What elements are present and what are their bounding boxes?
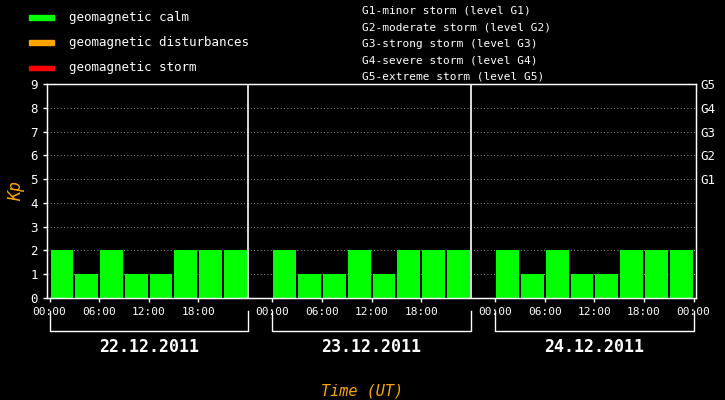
Bar xyxy=(571,274,594,298)
Text: G3-strong storm (level G3): G3-strong storm (level G3) xyxy=(362,39,538,49)
Text: G5-extreme storm (level G5): G5-extreme storm (level G5) xyxy=(362,71,544,81)
FancyBboxPatch shape xyxy=(29,66,54,70)
Bar xyxy=(422,250,445,298)
Text: geomagnetic storm: geomagnetic storm xyxy=(69,61,196,74)
Bar xyxy=(521,274,544,298)
Bar xyxy=(100,250,123,298)
FancyBboxPatch shape xyxy=(29,15,54,20)
Bar xyxy=(546,250,568,298)
Bar xyxy=(397,250,420,298)
Bar xyxy=(75,274,98,298)
Bar xyxy=(149,274,173,298)
Bar xyxy=(51,250,73,298)
Bar xyxy=(199,250,222,298)
Bar xyxy=(497,250,519,298)
Bar xyxy=(595,274,618,298)
Bar xyxy=(175,250,197,298)
Text: geomagnetic calm: geomagnetic calm xyxy=(69,11,189,24)
Bar xyxy=(373,274,395,298)
Bar xyxy=(447,250,470,298)
Text: G2-moderate storm (level G2): G2-moderate storm (level G2) xyxy=(362,22,552,32)
Bar xyxy=(645,250,668,298)
Bar xyxy=(348,250,370,298)
Text: G1-minor storm (level G1): G1-minor storm (level G1) xyxy=(362,6,531,16)
Text: Time (UT): Time (UT) xyxy=(321,383,404,398)
Bar xyxy=(620,250,643,298)
Text: G4-severe storm (level G4): G4-severe storm (level G4) xyxy=(362,55,538,65)
Bar xyxy=(125,274,148,298)
Bar xyxy=(670,250,692,298)
Bar xyxy=(323,274,346,298)
Bar xyxy=(224,250,247,298)
FancyBboxPatch shape xyxy=(29,40,54,45)
Text: 23.12.2011: 23.12.2011 xyxy=(322,338,421,356)
Bar xyxy=(298,274,321,298)
Text: 22.12.2011: 22.12.2011 xyxy=(99,338,199,356)
Text: 24.12.2011: 24.12.2011 xyxy=(544,338,645,356)
Bar xyxy=(273,250,297,298)
Y-axis label: Kp: Kp xyxy=(7,181,25,201)
Text: geomagnetic disturbances: geomagnetic disturbances xyxy=(69,36,249,49)
